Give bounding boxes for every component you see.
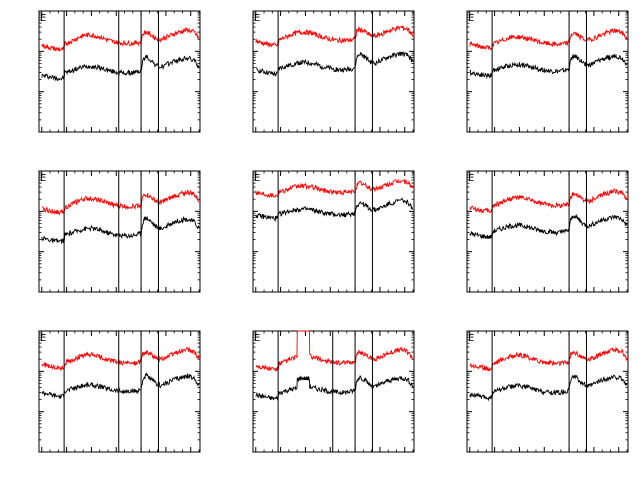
multi-panel-chart: E E E E E E E E E	[0, 0, 640, 480]
series-line-lld	[42, 190, 199, 214]
corner-marker-label: E	[254, 13, 260, 24]
chart-panel-8: E	[253, 331, 414, 452]
series-line-lld	[256, 180, 413, 198]
corner-marker-label: E	[40, 13, 46, 24]
series-line-events	[470, 375, 627, 400]
corner-marker-label: E	[40, 173, 46, 184]
series-line-events	[42, 217, 199, 244]
series-line-events	[256, 198, 413, 220]
series-line-events	[42, 55, 199, 80]
chart-panel-6: E	[467, 171, 628, 292]
chart-panel-3: E	[467, 11, 628, 132]
series-line-events	[470, 215, 627, 239]
chart-panel-7: E	[39, 331, 200, 452]
chart-panel-9: E	[467, 331, 628, 452]
plot-frame	[253, 171, 414, 292]
series-line-lld	[42, 348, 199, 370]
series-line-lld	[470, 29, 627, 50]
chart-panel-5: E	[253, 171, 414, 292]
series-line-lld	[42, 28, 199, 51]
series-line-events	[42, 374, 199, 399]
chart-panel-1: E	[39, 11, 200, 132]
plot-frame	[467, 171, 628, 292]
series-line-events	[470, 54, 627, 78]
series-line-lld	[470, 348, 627, 371]
series-line-lld	[256, 331, 413, 371]
chart-panel-2: E	[253, 11, 414, 132]
chart-panel-4: E	[39, 171, 200, 292]
corner-marker-label: E	[254, 333, 260, 344]
corner-marker-label: E	[468, 333, 474, 344]
series-line-lld	[470, 189, 627, 212]
series-line-lld	[256, 26, 413, 47]
corner-marker-label: E	[40, 333, 46, 344]
plot-frame	[39, 331, 200, 452]
corner-marker-label: E	[254, 173, 260, 184]
corner-marker-label: E	[468, 13, 474, 24]
series-line-events	[256, 52, 413, 76]
plot-frame	[39, 171, 200, 292]
corner-marker-label: E	[468, 173, 474, 184]
series-line-events	[256, 376, 413, 400]
